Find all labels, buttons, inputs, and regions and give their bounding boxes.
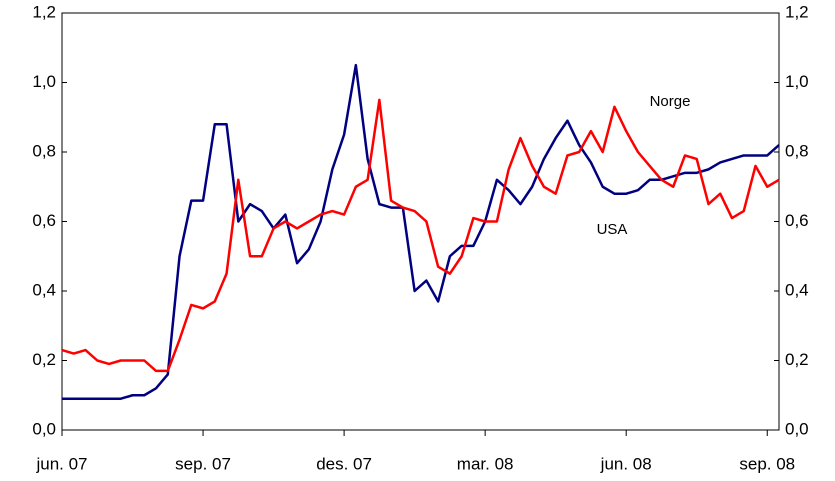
line-series: [62, 63, 780, 400]
line-series: [61, 98, 780, 373]
x-tick-label: sep. 07: [175, 454, 231, 473]
y-tick-label: 0,8: [32, 141, 56, 160]
x-tick-label: jun. 07: [35, 454, 87, 473]
annotation: Norge: [650, 93, 691, 110]
y-tick-label: 1,2: [32, 2, 56, 21]
x-tick-label: sep. 08: [739, 454, 795, 473]
y2-tick-label: 0,4: [785, 280, 809, 299]
y2-tick-label: 0,8: [785, 141, 809, 160]
y-tick-label: 0,4: [32, 280, 56, 299]
x-tick-label: mar. 08: [457, 454, 514, 473]
y-tick-label: 0,6: [32, 211, 56, 230]
y-tick-label: 0,2: [32, 350, 56, 369]
y2-tick-label: 1,0: [785, 72, 809, 91]
y2-tick-label: 0,0: [785, 419, 809, 438]
x-tick-label: jun. 08: [600, 454, 652, 473]
x-tick-label: des. 07: [316, 454, 372, 473]
y-tick-label: 0,0: [32, 419, 56, 438]
y-tick-label: 1,0: [32, 72, 56, 91]
y2-tick-label: 0,6: [785, 211, 809, 230]
y2-tick-label: 0,2: [785, 350, 809, 369]
annotation: USA: [597, 221, 628, 238]
y2-tick-label: 1,2: [785, 2, 809, 21]
